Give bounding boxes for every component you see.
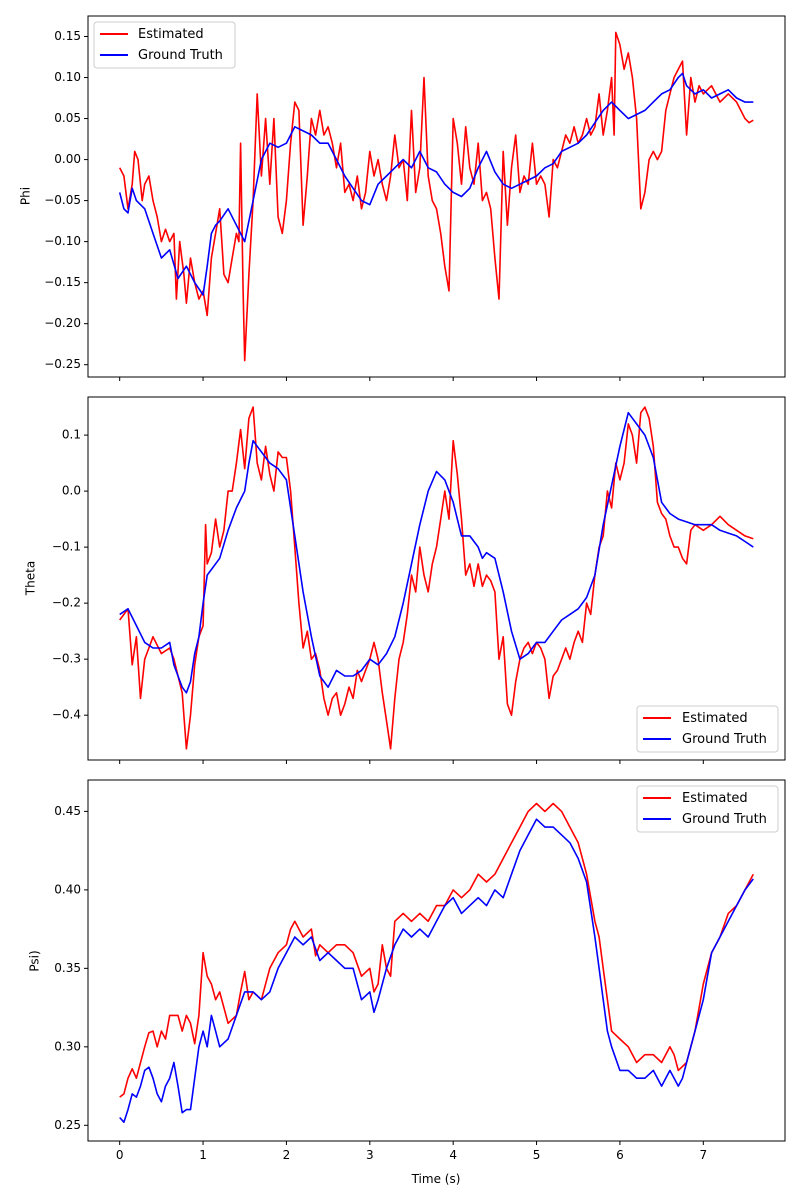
theta-legend: Estimated Ground Truth bbox=[636, 705, 779, 753]
phi-lines bbox=[118, 31, 754, 362]
phi-y-tick-label: 0.10 bbox=[54, 70, 81, 84]
theta-y-ticks: −0.4 −0.3 −0.2 −0.1 0.0 0.1 bbox=[52, 428, 88, 722]
phi-x-ticks bbox=[119, 377, 704, 381]
phi-y-tick-label: −0.15 bbox=[44, 275, 81, 289]
phi-y-ticks: −0.25 −0.20 −0.15 −0.10 −0.05 0.00 0.05 0.10 0.1… bbox=[44, 29, 88, 371]
phi-y-axis-label: Phi bbox=[19, 187, 33, 205]
psi-series-ground-truth bbox=[119, 818, 754, 1123]
x-axis-label: Time (s) bbox=[411, 1172, 461, 1186]
psi-axes-frame bbox=[87, 779, 786, 1142]
phi-legend: Estimated Ground Truth bbox=[93, 21, 236, 69]
theta-x-ticks bbox=[119, 760, 704, 764]
phi-y-tick-label: 0.15 bbox=[54, 29, 81, 43]
psi-y-tick-label: 0.35 bbox=[54, 961, 81, 975]
theta-series-ground-truth bbox=[119, 411, 754, 694]
psi-y-axis-label: Psi) bbox=[28, 950, 42, 971]
psi-y-tick-label: 0.30 bbox=[54, 1039, 81, 1053]
phi-legend-box bbox=[93, 21, 236, 69]
theta-y-tick-label: −0.1 bbox=[52, 540, 81, 554]
phi-y-tick-label: −0.20 bbox=[44, 316, 81, 330]
psi-x-tick-label: 7 bbox=[699, 1148, 707, 1162]
psi-y-tick-label: 0.25 bbox=[54, 1118, 81, 1132]
theta-y-tick-label: −0.4 bbox=[52, 708, 81, 722]
phi-y-tick-label: 0.00 bbox=[54, 152, 81, 166]
theta-y-tick-label: 0.0 bbox=[62, 484, 81, 498]
psi-x-tick-label: 3 bbox=[366, 1148, 374, 1162]
psi-x-tick-label: 5 bbox=[533, 1148, 541, 1162]
psi-legend-estimated-label: Estimated bbox=[682, 791, 748, 806]
phi-legend-estimated-label: Estimated bbox=[138, 27, 204, 42]
psi-x-ticks: 0 1 2 3 4 5 6 7 bbox=[116, 1141, 707, 1162]
theta-lines bbox=[119, 406, 754, 750]
psi-legend-box bbox=[636, 785, 779, 833]
psi-x-tick-label: 6 bbox=[616, 1148, 624, 1162]
phi-y-tick-label: −0.25 bbox=[44, 357, 81, 371]
theta-legend-estimated-label: Estimated bbox=[682, 711, 748, 726]
psi-x-tick-label: 1 bbox=[199, 1148, 207, 1162]
psi-legend-ground-truth-label: Ground Truth bbox=[682, 812, 767, 827]
theta-series-estimated bbox=[119, 406, 754, 750]
subplot-theta: −0.4 −0.3 −0.2 −0.1 0.0 0.1 Theta Estimated G… bbox=[24, 396, 786, 764]
theta-y-axis-label: Theta bbox=[24, 561, 38, 596]
subplot-phi: −0.25 −0.20 −0.15 −0.10 −0.05 0.00 0.05 0.10 0.1… bbox=[19, 15, 786, 381]
theta-y-tick-label: −0.3 bbox=[52, 652, 81, 666]
subplot-psi: 0.25 0.30 0.35 0.40 0.45 0 1 2 3 4 5 6 7 Psi) Time … bbox=[28, 779, 786, 1186]
theta-axes-frame bbox=[87, 396, 786, 761]
phi-y-tick-label: −0.05 bbox=[44, 193, 81, 207]
psi-legend: Estimated Ground Truth bbox=[636, 785, 779, 833]
theta-legend-box bbox=[636, 705, 779, 753]
phi-series-ground-truth bbox=[118, 72, 754, 296]
psi-y-tick-label: 0.40 bbox=[54, 882, 81, 896]
psi-y-tick-label: 0.45 bbox=[54, 804, 81, 818]
phi-y-tick-label: 0.05 bbox=[54, 111, 81, 125]
psi-x-tick-label: 2 bbox=[283, 1148, 291, 1162]
theta-legend-ground-truth-label: Ground Truth bbox=[682, 732, 767, 747]
phi-series-estimated bbox=[118, 31, 754, 362]
psi-x-tick-label: 4 bbox=[449, 1148, 457, 1162]
phi-y-tick-label: −0.10 bbox=[44, 234, 81, 248]
psi-lines bbox=[119, 802, 755, 1123]
psi-x-tick-label: 0 bbox=[116, 1148, 124, 1162]
theta-y-tick-label: −0.2 bbox=[52, 596, 81, 610]
phi-legend-ground-truth-label: Ground Truth bbox=[138, 48, 223, 63]
psi-y-ticks: 0.25 0.30 0.35 0.40 0.45 bbox=[54, 804, 88, 1132]
theta-y-tick-label: 0.1 bbox=[62, 428, 81, 442]
phi-axes-frame bbox=[87, 15, 786, 378]
